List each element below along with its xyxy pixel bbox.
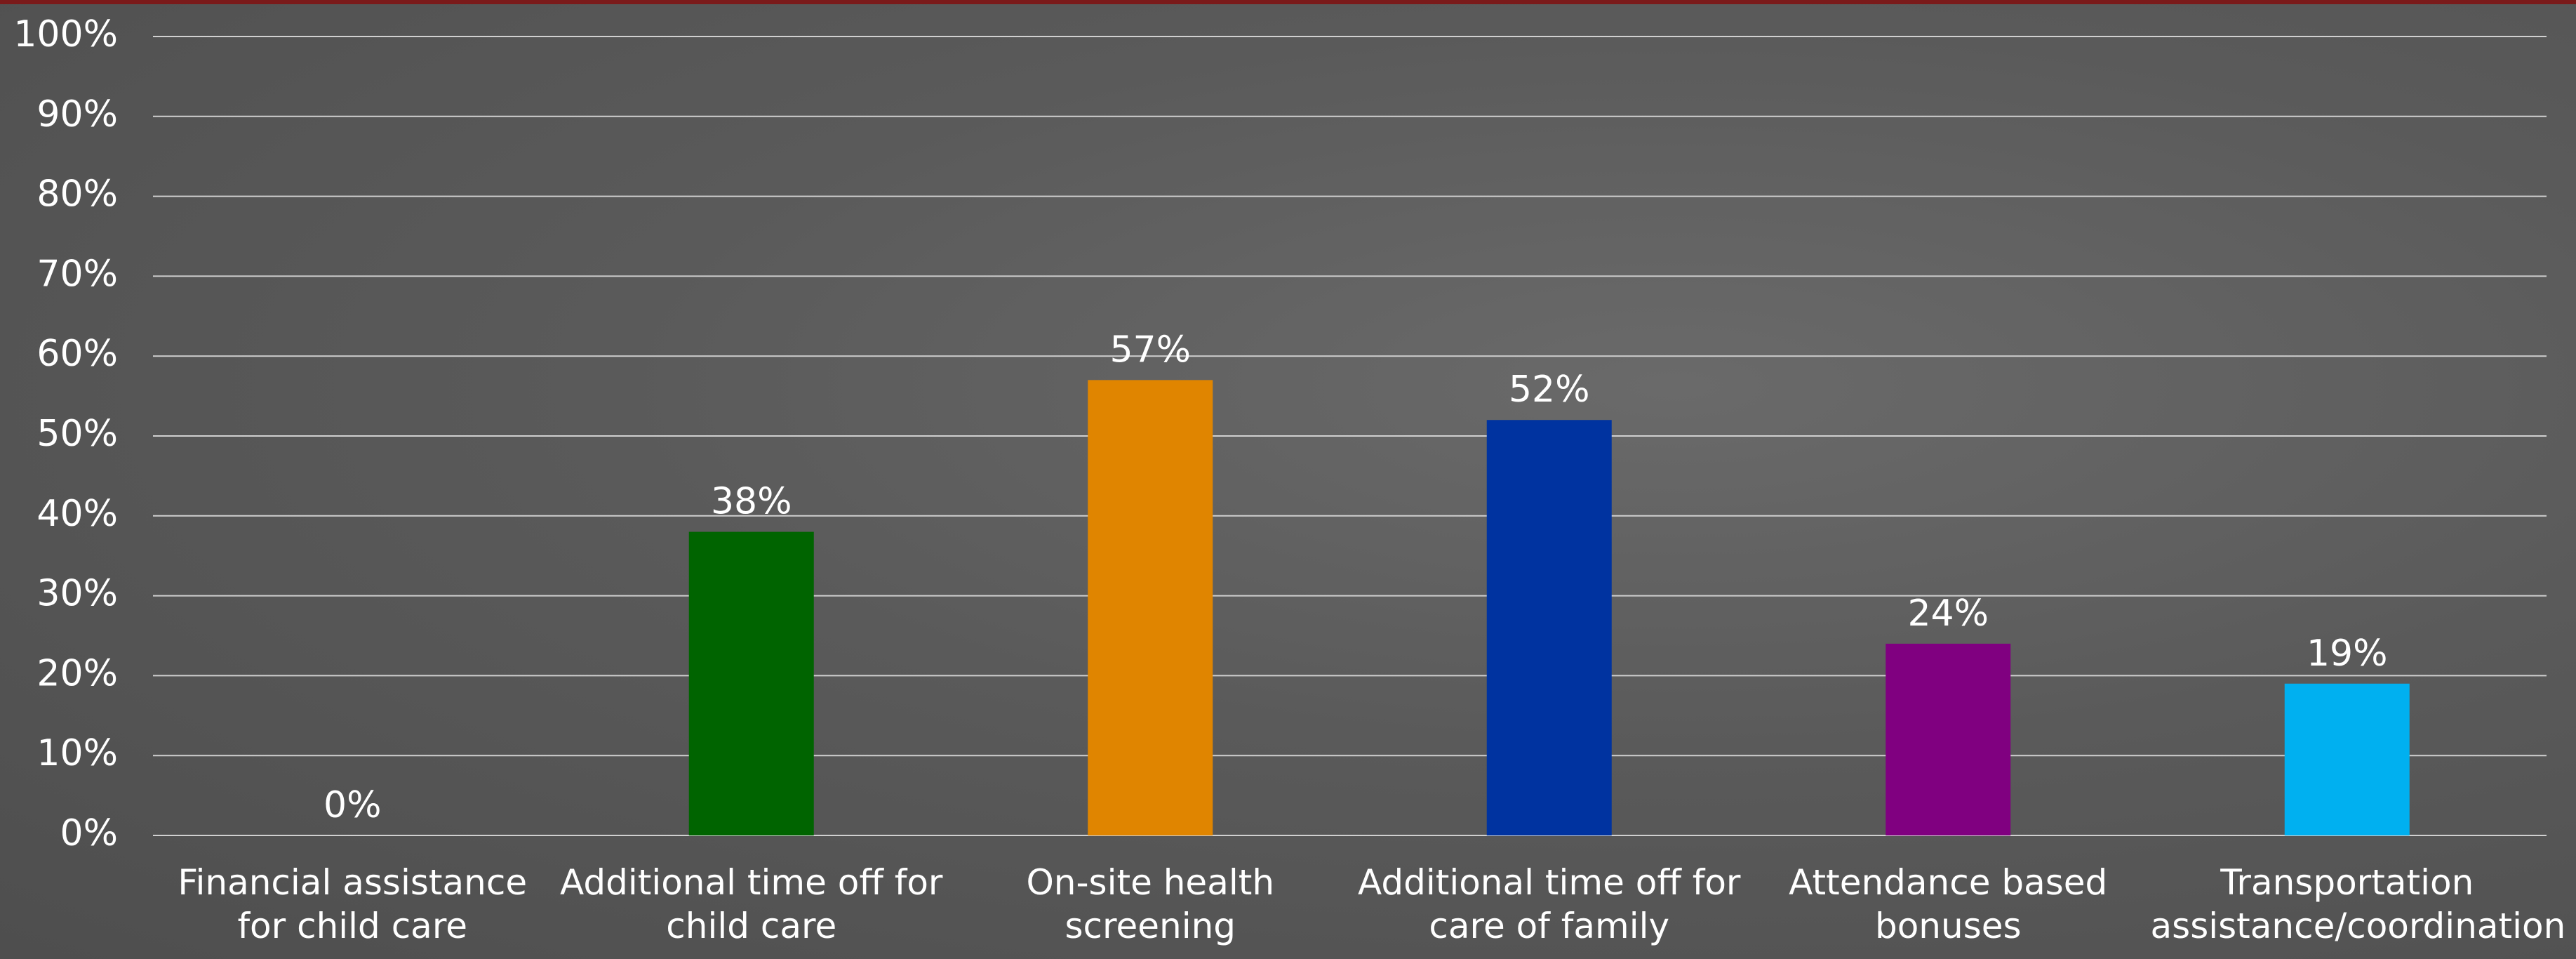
x-tick-label: On-site health screening xyxy=(1026,862,1275,946)
y-tick-label: 40% xyxy=(36,493,118,535)
x-tick-label: Financial assistance for child care xyxy=(178,862,528,946)
x-tick-label: Transportation assistance/coordination xyxy=(2150,862,2566,946)
y-tick-label: 100% xyxy=(13,13,118,55)
y-tick-label: 80% xyxy=(36,173,118,216)
value-label: 24% xyxy=(1907,593,1989,635)
y-tick-label: 50% xyxy=(36,413,118,455)
bar xyxy=(1486,420,1612,835)
y-tick-label: 20% xyxy=(36,652,118,694)
y-tick-label: 10% xyxy=(36,732,118,774)
value-label: 57% xyxy=(1109,329,1191,371)
x-tick-label: Additional time off for care of family xyxy=(1358,862,1741,946)
y-tick-label: 30% xyxy=(36,573,118,615)
bar xyxy=(688,531,814,835)
y-tick-label: 90% xyxy=(36,93,118,135)
bar xyxy=(2284,683,2410,835)
x-tick-label: Additional time off for child care xyxy=(560,862,943,946)
value-label: 0% xyxy=(323,784,382,826)
chart: 0% 10% 20% 30% 40% 50% 60% 70% 80% 90% 100% 0% 38% 57… xyxy=(13,13,2547,854)
value-label: 52% xyxy=(1509,369,1590,411)
bar xyxy=(1886,643,2011,835)
y-tick-label: 0% xyxy=(60,812,119,854)
value-label: 19% xyxy=(2307,633,2388,675)
y-tick-label: 60% xyxy=(36,333,118,375)
x-tick-label: Attendance based bonuses xyxy=(1789,862,2108,946)
value-label: 38% xyxy=(711,481,792,523)
bar xyxy=(1088,380,1213,835)
y-tick-label: 70% xyxy=(36,253,118,295)
